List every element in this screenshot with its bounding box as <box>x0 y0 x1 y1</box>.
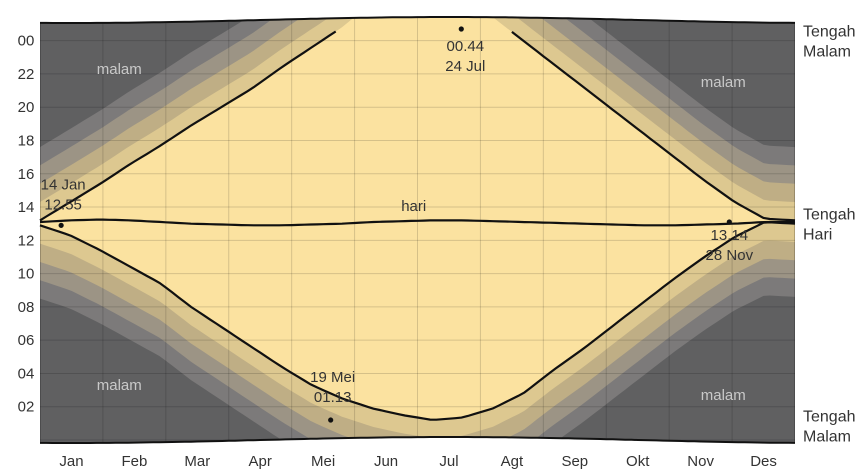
right-label-line2: Malam <box>803 428 851 445</box>
grid-lines <box>40 17 795 443</box>
top-edge-line <box>40 16 796 24</box>
annotation-line1: 19 Mei <box>310 369 355 386</box>
right-label-line2: Malam <box>803 44 851 61</box>
annotation-point <box>458 26 464 32</box>
y-tick-label: 20 <box>18 99 35 116</box>
annotation-line2: 12.55 <box>44 196 82 213</box>
x-tick-label: Mar <box>184 453 210 470</box>
x-tick-label: Feb <box>121 453 147 470</box>
daylight-band <box>40 17 795 420</box>
annotation-line2: 01.13 <box>314 389 352 406</box>
right-label-line2: Hari <box>803 227 832 244</box>
annotation-point <box>726 219 732 225</box>
annotation-point <box>328 417 334 423</box>
x-tick-label: Mei <box>311 453 335 470</box>
y-tick-label: 10 <box>18 266 35 283</box>
right-label-line1: Tengah <box>803 207 856 224</box>
annotation-point <box>58 222 64 228</box>
curves <box>39 16 796 444</box>
y-tick-label: 14 <box>18 199 35 216</box>
y-tick-label: 08 <box>18 299 35 316</box>
annotation-line1: 13.14 <box>711 227 749 244</box>
twilight-bands <box>40 17 795 443</box>
night-band-label: malam <box>701 387 746 404</box>
annotation-line1: 00.44 <box>447 38 485 55</box>
y-tick-label: 00 <box>18 33 35 50</box>
x-tick-label: Okt <box>626 453 650 470</box>
day-band-label: hari <box>401 198 426 215</box>
y-tick-label: 06 <box>18 332 35 349</box>
right-label-line1: Tengah <box>803 24 856 41</box>
sunrise-curve <box>39 221 796 421</box>
night-band-label: malam <box>701 74 746 91</box>
x-tick-label: Jun <box>374 453 398 470</box>
plot-area <box>40 17 795 443</box>
right-label-line1: Tengah <box>803 408 856 425</box>
y-tick-label: 12 <box>18 232 35 249</box>
y-tick-label: 18 <box>18 132 35 149</box>
annotation-line2: 24 Jul <box>445 58 485 75</box>
night-band-label: malam <box>97 61 142 78</box>
y-tick-label: 22 <box>18 66 35 83</box>
y-tick-label: 16 <box>18 166 35 183</box>
sunset-curve <box>511 31 796 222</box>
x-tick-label: Sep <box>561 453 588 470</box>
bottom-edge-line <box>40 436 796 444</box>
x-tick-label: Apr <box>249 453 272 470</box>
y-tick-label: 02 <box>18 399 35 416</box>
annotation-line2: 28 Nov <box>706 247 754 264</box>
sunset-curve <box>39 30 337 222</box>
x-tick-label: Jan <box>59 453 83 470</box>
x-tick-label: Nov <box>687 453 714 470</box>
annotation-line1: 14 Jan <box>41 176 86 193</box>
x-tick-label: Agt <box>501 453 524 470</box>
y-tick-label: 04 <box>18 365 35 382</box>
chart-labels: 00 22 20 18 16 14 12 10 08 06 04 02 Jan Feb Mar Apr Mei J… <box>18 24 856 470</box>
night-band-label: malam <box>97 377 142 394</box>
x-tick-label: Jul <box>439 453 458 470</box>
x-tick-label: Des <box>750 453 777 470</box>
solar-noon-line <box>39 218 795 227</box>
